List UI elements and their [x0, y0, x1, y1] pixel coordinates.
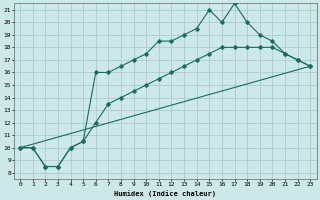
X-axis label: Humidex (Indice chaleur): Humidex (Indice chaleur) [114, 190, 216, 197]
